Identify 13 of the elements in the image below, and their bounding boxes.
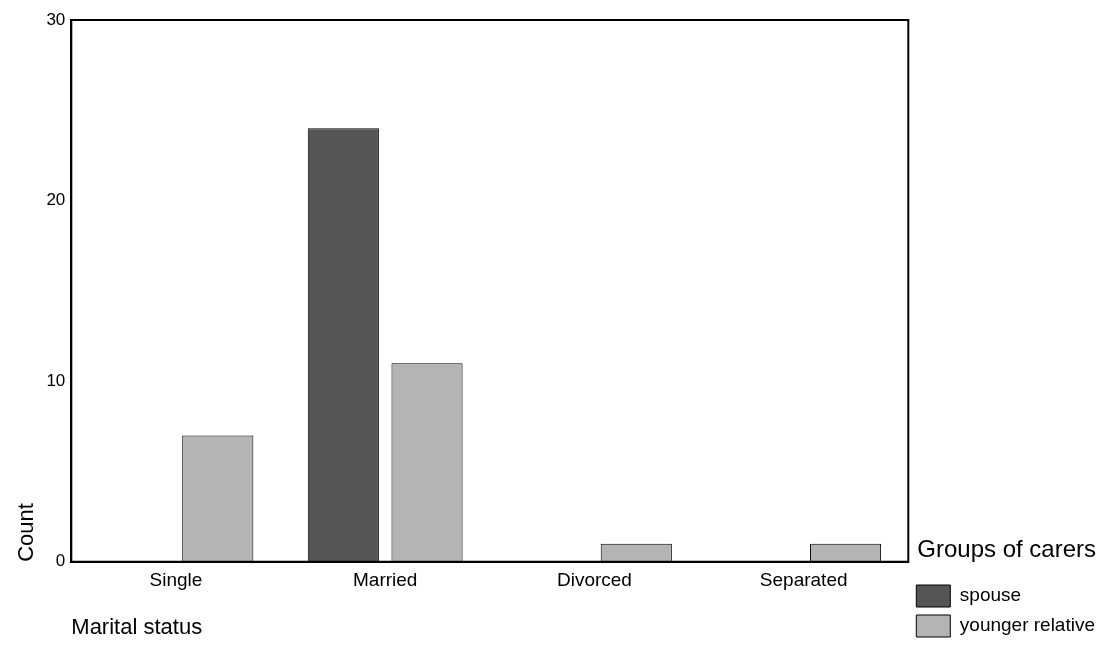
y-tick-label: 30 xyxy=(46,9,66,29)
y-tick-label: 20 xyxy=(46,190,66,210)
y-tick-label: 10 xyxy=(46,370,66,390)
legend-label: younger relative xyxy=(959,614,1096,636)
x-tick-label: Separated xyxy=(759,569,848,591)
y-tick-label: 0 xyxy=(55,551,66,571)
x-tick-label: Married xyxy=(352,569,418,591)
x-axis-title: Marital status xyxy=(71,613,203,639)
legend-title: Groups of carers xyxy=(917,534,1097,562)
x-tick-label: Single xyxy=(149,569,203,591)
legend-label: spouse xyxy=(959,584,1022,606)
x-tick-label: Divorced xyxy=(556,569,632,591)
y-axis-title: Count xyxy=(13,503,39,562)
